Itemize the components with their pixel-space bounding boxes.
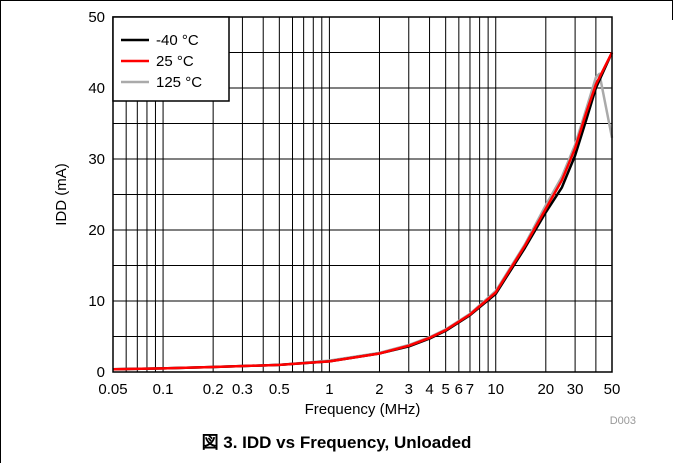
legend-box (112, 16, 230, 102)
x-tick-label: 50 (604, 381, 621, 398)
y-tick-label: 40 (88, 80, 105, 97)
x-tick-label: 0.5 (269, 381, 290, 398)
x-tick-label: 5 (441, 381, 449, 398)
y-axis-title: IDD (mA) (53, 163, 70, 226)
x-tick-label: 1 (325, 381, 333, 398)
x-tick-label: 30 (567, 381, 584, 398)
y-tick-label: 30 (88, 151, 105, 168)
y-tick-label: 10 (88, 293, 105, 310)
x-tick-label: 20 (537, 381, 554, 398)
plot-area-border (112, 16, 613, 373)
x-tick-label: 7 (466, 381, 474, 398)
x-tick-label: 4 (425, 381, 433, 398)
legend-label: -40 °C (156, 32, 199, 49)
legend: -40 °C 25 °C 125 °C (112, 16, 230, 102)
y-tick-label: 0 (97, 364, 105, 381)
figure-caption: 図 3. IDD vs Frequency, Unloaded (201, 433, 472, 452)
legend-label: 125 °C (156, 74, 202, 91)
x-tick-labels: 0.05 0.1 0.2 0.3 0.5 1 2 3 4 5 6 7 10 20 30 50 (98, 381, 620, 398)
x-tick-label: 0.05 (98, 381, 127, 398)
x-tick-label: 3 (405, 381, 413, 398)
y-tick-label: 20 (88, 222, 105, 239)
x-tick-label: 10 (487, 381, 504, 398)
x-tick-label: 6 (455, 381, 463, 398)
figure-code-label: D003 (610, 415, 636, 427)
y-tick-labels: 0 10 20 30 40 50 (88, 9, 105, 381)
x-tick-label: 0.1 (153, 381, 174, 398)
x-tick-label: 2 (375, 381, 383, 398)
x-tick-label: 0.3 (232, 381, 253, 398)
x-axis-title: Frequency (MHz) (305, 401, 421, 418)
legend-label: 25 °C (156, 53, 194, 70)
x-tick-label: 0.2 (203, 381, 224, 398)
series-lines (112, 51, 614, 371)
y-tick-label: 50 (88, 9, 105, 26)
series-line-2 (112, 51, 614, 371)
